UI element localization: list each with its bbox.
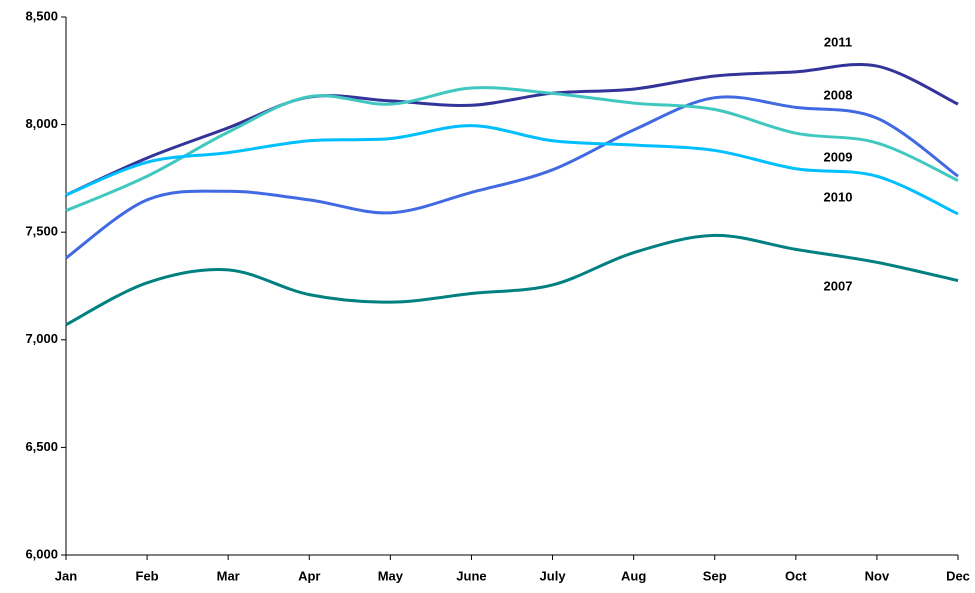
x-tick-label: Jan xyxy=(55,568,77,583)
x-tick-label: Feb xyxy=(136,568,159,583)
x-tick-label: Mar xyxy=(217,568,240,583)
x-tick-label: June xyxy=(456,568,486,583)
x-tick-label: Aug xyxy=(621,568,646,583)
series-line xyxy=(65,233,959,327)
x-tick-label: Sep xyxy=(703,568,727,583)
x-tick-label: July xyxy=(540,568,567,583)
series-line xyxy=(65,124,959,216)
series-line xyxy=(65,86,959,213)
series-line xyxy=(65,62,959,197)
x-tick-label: May xyxy=(378,568,404,583)
series-label: 2010 xyxy=(824,189,853,204)
y-tick-label: 6,500 xyxy=(25,439,58,454)
y-tick-label: 7,000 xyxy=(25,331,58,346)
y-tick-label: 7,500 xyxy=(25,224,58,239)
series-label: 2008 xyxy=(824,87,853,102)
series-line xyxy=(65,95,959,260)
y-tick-label: 8,000 xyxy=(25,116,58,131)
series-label: 2009 xyxy=(824,149,853,164)
y-tick-label: 6,000 xyxy=(25,546,58,561)
x-tick-label: Apr xyxy=(298,568,320,583)
series-label: 2011 xyxy=(824,34,852,49)
x-tick-label: Dec xyxy=(946,568,970,583)
series-label: 2007 xyxy=(824,278,853,293)
x-tick-label: Oct xyxy=(785,568,807,583)
x-tick-label: Nov xyxy=(865,568,890,583)
y-tick-label: 8,500 xyxy=(25,8,58,23)
